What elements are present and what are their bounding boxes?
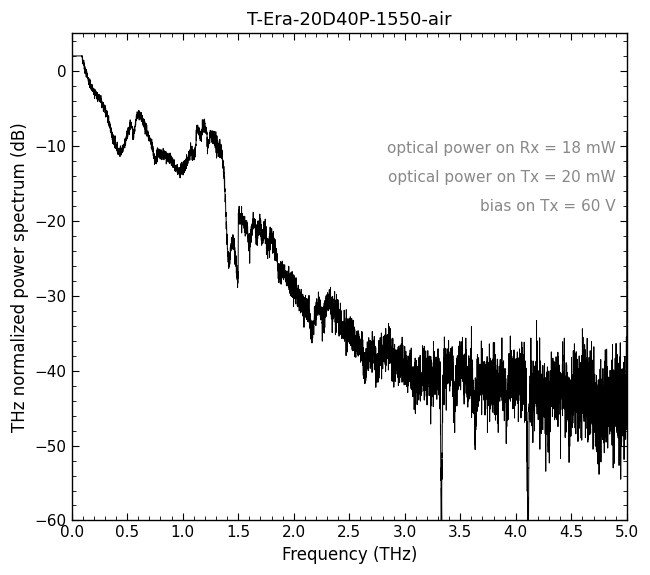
Title: T-Era-20D40P-1550-air: T-Era-20D40P-1550-air — [247, 11, 452, 29]
Text: optical power on Rx = 18 mW: optical power on Rx = 18 mW — [387, 141, 616, 156]
Text: optical power on Tx = 20 mW: optical power on Tx = 20 mW — [388, 170, 616, 185]
Text: bias on Tx = 60 V: bias on Tx = 60 V — [480, 199, 616, 214]
X-axis label: Frequency (THz): Frequency (THz) — [281, 546, 417, 564]
Y-axis label: THz normalized power spectrum (dB): THz normalized power spectrum (dB) — [11, 122, 29, 432]
